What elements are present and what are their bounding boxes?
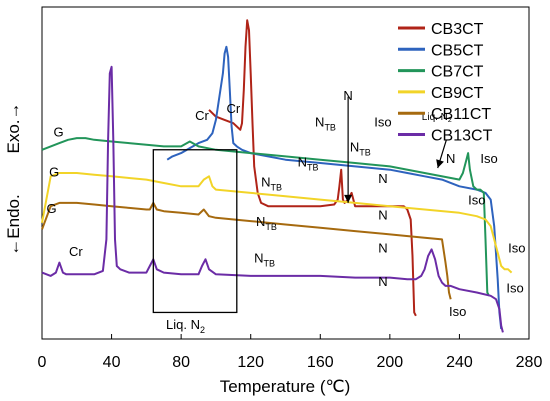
x-tick-label: 80 [172, 354, 190, 371]
annotation-label: NTB [256, 214, 277, 232]
x-tick-label: 280 [516, 354, 543, 371]
annotation-label: Liq. N2 [166, 317, 205, 335]
legend: CB3CT CB5CT CB7CT CB9CT CB11CT CB13CT [398, 21, 493, 145]
annotation-label: N [343, 88, 352, 103]
annotation-label: N [446, 151, 455, 166]
annotation-label: Iso [508, 241, 525, 256]
annotation-label: Cr [195, 108, 209, 123]
series-line-cb13ct [41, 65, 504, 333]
annotation-label: G [47, 201, 57, 216]
annotation-label: NTB [350, 139, 371, 157]
annotation-label: Iso [468, 193, 485, 208]
annotation-label: Iso [449, 304, 466, 319]
y-axis-endo-label: ←Endo. [4, 194, 23, 255]
x-axis-title: Temperature (℃) [220, 377, 351, 396]
annotation-label: NTB [315, 115, 336, 133]
y-axis-exo-label: Exo.→ [4, 102, 23, 153]
legend-label-cb11ct: CB11CT [431, 106, 491, 123]
annotation-label: NTB [298, 154, 319, 172]
series-line-cb7ct [41, 137, 490, 297]
annotation-label: N [378, 208, 387, 223]
legend-label-cb7ct: CB7CT [431, 64, 484, 81]
x-tick-label: 120 [237, 354, 264, 371]
annotation-arrowhead-1 [436, 159, 444, 168]
x-tick-label: 40 [103, 354, 121, 371]
annotation-label: NTB [261, 174, 282, 192]
annotation-label: Liq. N2 [422, 112, 452, 124]
annotation-label: Cr [69, 244, 83, 259]
series-line-cb5ct [166, 45, 503, 330]
annotation-arrowhead-0 [344, 194, 353, 203]
legend-label-cb9ct: CB9CT [431, 85, 484, 102]
annotation-label: N [378, 241, 387, 256]
annotation-label: N [378, 274, 387, 289]
zoom-box [152, 149, 238, 314]
annotation-label: N [378, 171, 387, 186]
x-tick-layer: 0 40 80 120 160 200 240 280 [38, 334, 543, 371]
x-tick-label: 0 [38, 354, 47, 371]
x-tick-label: 160 [307, 354, 334, 371]
annotation-label: Iso [480, 151, 497, 166]
annotation-label: Iso [374, 115, 391, 130]
legend-label-cb3ct: CB3CT [431, 21, 484, 38]
plot-frame [41, 6, 530, 340]
annotation-label: NTB [254, 251, 275, 269]
annotation-label: Cr [226, 101, 240, 116]
arrow-layer [344, 96, 447, 203]
annotation-label: Iso [506, 281, 523, 296]
annotation-label: G [53, 125, 63, 140]
series-layer [41, 19, 513, 333]
legend-label-cb5ct: CB5CT [431, 42, 484, 59]
x-tick-label: 200 [377, 354, 404, 371]
legend-label-cb13ct: CB13CT [431, 128, 493, 145]
zoom-box-layer [152, 149, 238, 314]
annotation-label: G [49, 164, 59, 179]
series-line-cb11ct [41, 201, 452, 300]
x-tick-label: 240 [446, 354, 473, 371]
